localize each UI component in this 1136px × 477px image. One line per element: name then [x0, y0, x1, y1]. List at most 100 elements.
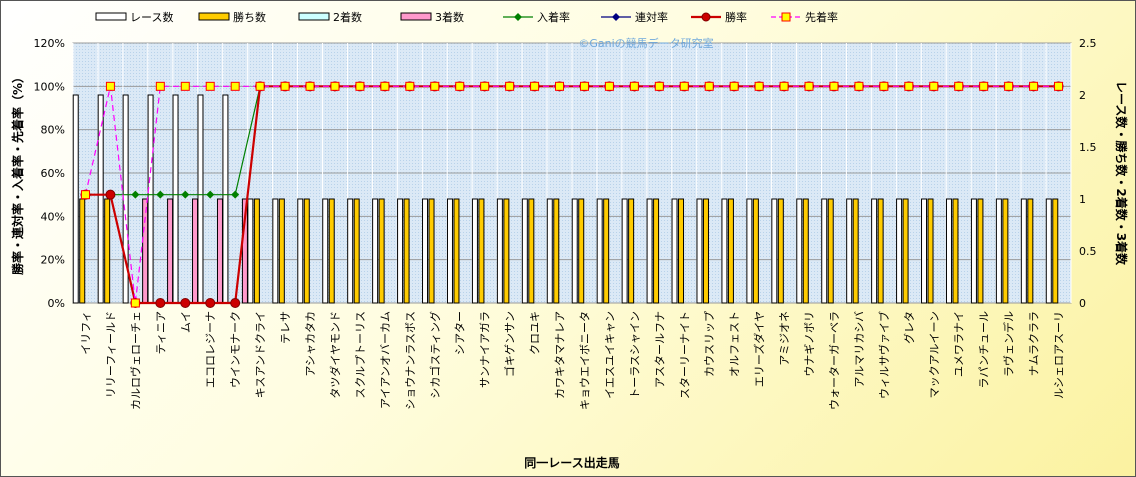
- x-tick-label: アルマリカシバ: [853, 311, 866, 388]
- marker-先着率: [505, 81, 515, 91]
- x-tick-label: アミジオネ: [778, 311, 791, 366]
- x-tick-label: クロユキ: [529, 311, 542, 355]
- legend-swatch-2着数: [298, 12, 330, 21]
- bar-勝ち数-ユメワラナイ: [952, 198, 959, 304]
- bar-レース数-スターリーナイト: [671, 198, 678, 304]
- legend-label-勝率: 勝率: [725, 10, 747, 24]
- bar-レース数-ラヴェンデル: [995, 198, 1002, 304]
- marker-先着率: [979, 81, 989, 91]
- legend-swatch-レース数: [95, 12, 127, 21]
- marker-先着率: [1054, 81, 1064, 91]
- marker-先着率: [779, 81, 789, 91]
- marker-先着率: [604, 81, 614, 91]
- bar-勝ち数-イリフィ: [79, 198, 86, 304]
- x-tick-label: カウスリップ: [703, 311, 716, 377]
- marker-入着率: [131, 190, 140, 199]
- marker-先着率: [230, 81, 240, 91]
- bar-レース数-アシャカタカ: [297, 198, 304, 304]
- x-tick-label: ウインモナーク: [229, 311, 242, 388]
- bar-3着数-カルロヴェローチェ: [142, 198, 149, 304]
- bar-勝ち数-ラパンチュール: [977, 198, 984, 304]
- bar-3着数-エコロレジーナ: [216, 198, 223, 304]
- bar-勝ち数-アイアンオバーカム: [378, 198, 385, 304]
- x-tick-label: イリフィ: [79, 311, 92, 355]
- x-tick-label: ショウナンラスボス: [404, 311, 417, 410]
- bar-レース数-キョウエイボニータ: [571, 198, 578, 304]
- marker-先着率: [80, 190, 90, 200]
- bar-レース数-ルシェロアスーリ: [1045, 198, 1052, 304]
- x-tick-label: シカゴスティング: [428, 311, 442, 399]
- marker-先着率: [380, 81, 390, 91]
- bar-勝ち数-オルフェスト: [727, 198, 734, 304]
- legend-label-連対率: 連対率: [635, 10, 668, 24]
- bar-勝ち数-アミジオネ: [777, 198, 784, 304]
- marker-先着率: [155, 81, 165, 91]
- bar-レース数-ムイ: [172, 94, 179, 304]
- marker-先着率: [929, 81, 939, 91]
- x-tick-label: アシャカタカ: [304, 311, 317, 377]
- bar-レース数-トーラスシャイン: [621, 198, 628, 304]
- bar-勝ち数-シカゴスティング: [428, 198, 435, 304]
- y-tick-left: 20%: [41, 254, 65, 267]
- marker-先着率: [754, 81, 764, 91]
- marker-先着率: [854, 81, 864, 91]
- y-tick-left: 0%: [48, 297, 65, 310]
- y-axis-title-left: 勝率・連対率・入着率・先着率（%）: [10, 71, 25, 275]
- x-tick-label: リリーフィールド: [104, 311, 117, 398]
- x-tick-label: イエスユイキャン: [603, 311, 616, 399]
- x-tick-label: ウィルサヴァイブ: [877, 311, 891, 399]
- x-tick-label: アイアンオバーカム: [379, 311, 392, 409]
- x-tick-label: ナムラクララ: [1028, 311, 1041, 376]
- bar-レース数-ナムラクララ: [1020, 198, 1027, 304]
- x-tick-label: キョウエイボニータ: [578, 311, 591, 410]
- x-tick-label: スクルプトーリス: [354, 311, 367, 399]
- axes: 0% 20% 40% 60% 80% 100% 120% 0 0.5 1 1.5 2 2.5 イリフィ リリ…: [34, 37, 1097, 410]
- bar-レース数-シカゴスティング: [422, 198, 429, 304]
- marker-先着率: [405, 81, 415, 91]
- bar-レース数-エコロレジーナ: [197, 94, 204, 304]
- x-tick-label: ムイ: [179, 311, 192, 333]
- x-tick-label: エリーズダイヤ: [752, 311, 766, 387]
- chart-legend: レース数 勝ち数 2着数 3着数 入着率 連対率 勝率 先着率: [95, 10, 838, 24]
- bar-勝ち数-スクルプトーリス: [353, 198, 360, 304]
- marker-勝率: [155, 298, 166, 308]
- marker-先着率: [904, 81, 914, 91]
- bar-レース数-ユメワラナイ: [945, 198, 952, 304]
- marker-入着率: [181, 190, 190, 199]
- bar-勝ち数-アルマリカシバ: [852, 198, 859, 304]
- bar-レース数-ラパンチュール: [970, 198, 977, 304]
- x-tick-label: ウナギノボリ: [803, 311, 816, 377]
- bar-レース数-スクルプトーリス: [347, 198, 354, 304]
- marker-先着率: [804, 81, 814, 91]
- y-tick-right: 2: [1079, 89, 1086, 102]
- y-tick-left: 60%: [41, 167, 65, 180]
- y-tick-left: 40%: [41, 210, 65, 223]
- bar-勝ち数-ラヴェンデル: [1002, 198, 1009, 304]
- line-先着率: [84, 85, 1059, 304]
- bar-勝ち数-イエスユイキャン: [603, 198, 610, 304]
- x-tick-label: ラパンチュール: [978, 311, 991, 388]
- x-tick-label: カワキタマナレア: [554, 311, 567, 399]
- x-tick-label: ユメワラナイ: [953, 311, 966, 377]
- marker-入着率: [206, 190, 215, 199]
- bar-レース数-リリーフィールド: [97, 94, 104, 304]
- legend-label-レース数: レース数: [130, 11, 173, 24]
- bar-レース数-ウインモナーク: [222, 94, 229, 304]
- bar-勝ち数-ゴキゲンサン: [503, 198, 510, 304]
- bar-勝ち数-カワキタマナレア: [553, 198, 560, 304]
- marker-先着率: [879, 81, 889, 91]
- x-tick-label: グレタ: [902, 311, 916, 344]
- bar-勝ち数-キョウエイボニータ: [578, 198, 585, 304]
- bar-勝ち数-タツダイヤモンド: [328, 198, 335, 304]
- bar-勝ち数-ウナギノボリ: [802, 198, 809, 304]
- x-tick-label: テレサ: [279, 311, 292, 344]
- y-tick-left: 80%: [41, 124, 65, 137]
- marker-先着率: [205, 81, 215, 91]
- marker-先着率: [679, 81, 689, 91]
- marker-入着率: [231, 190, 240, 199]
- legend-marker-入着率: [514, 13, 522, 21]
- x-tick-label: ルシェロアスーリ: [1053, 311, 1066, 399]
- bar-勝ち数-スターリーナイト: [678, 198, 685, 304]
- x-tick-label: ティニア: [154, 311, 167, 354]
